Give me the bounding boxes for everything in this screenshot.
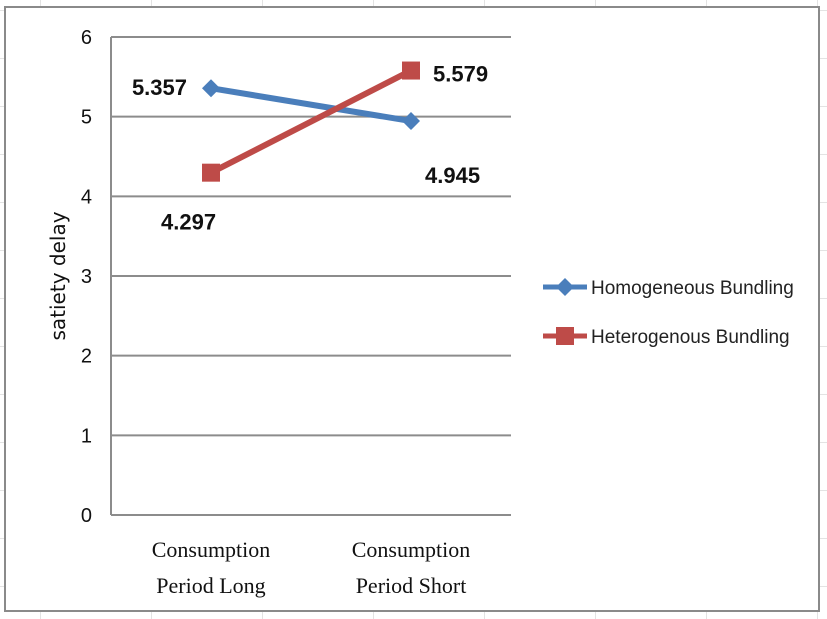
legend-label: Homogeneous Bundling (591, 278, 794, 299)
x-axis-category-labels: Consumption Period Long Consumption Period … (152, 537, 471, 598)
y-tick-label: 5 (81, 107, 92, 129)
legend-item[interactable]: Heterogenous Bundling (543, 327, 790, 348)
chart-frame[interactable] (4, 6, 820, 612)
series-line (208, 85, 414, 125)
gridlines (110, 36, 511, 516)
series-2 (202, 61, 420, 182)
y-tick-label: 3 (81, 266, 92, 288)
x-category-label: Consumption (352, 537, 471, 562)
diamond-marker (402, 112, 420, 131)
legend-label: Heterogenous Bundling (591, 327, 790, 348)
y-tick-label: 0 (81, 505, 92, 527)
x-category-label: Consumption (152, 537, 271, 562)
y-tick-label: 1 (81, 425, 92, 447)
y-tick-label: 4 (81, 186, 92, 208)
data-labels: 5.357 4.945 4.297 5.579 (132, 62, 488, 235)
x-category-label: Period Short (356, 573, 467, 598)
y-tick-label: 2 (81, 346, 92, 368)
data-label: 4.297 (161, 210, 216, 235)
series-line (208, 67, 414, 176)
y-axis-title: satiety delay (46, 211, 70, 340)
legend[interactable]: Homogeneous Bundling Heterogenous Bundlin… (543, 278, 794, 348)
square-marker (402, 61, 420, 80)
x-category-label: Period Long (156, 573, 265, 598)
square-marker (202, 163, 220, 182)
legend-item[interactable]: Homogeneous Bundling (543, 278, 794, 299)
series-layer (202, 61, 420, 182)
y-tick-label: 6 (81, 27, 92, 49)
diamond-marker (556, 278, 574, 296)
data-label: 5.579 (433, 62, 488, 87)
data-label: 5.357 (132, 75, 187, 100)
data-label: 4.945 (425, 163, 480, 188)
square-marker (556, 327, 574, 345)
diamond-marker (202, 79, 220, 98)
series-1 (202, 79, 420, 131)
y-axis-tick-labels: 0 1 2 3 4 5 6 (81, 27, 92, 527)
